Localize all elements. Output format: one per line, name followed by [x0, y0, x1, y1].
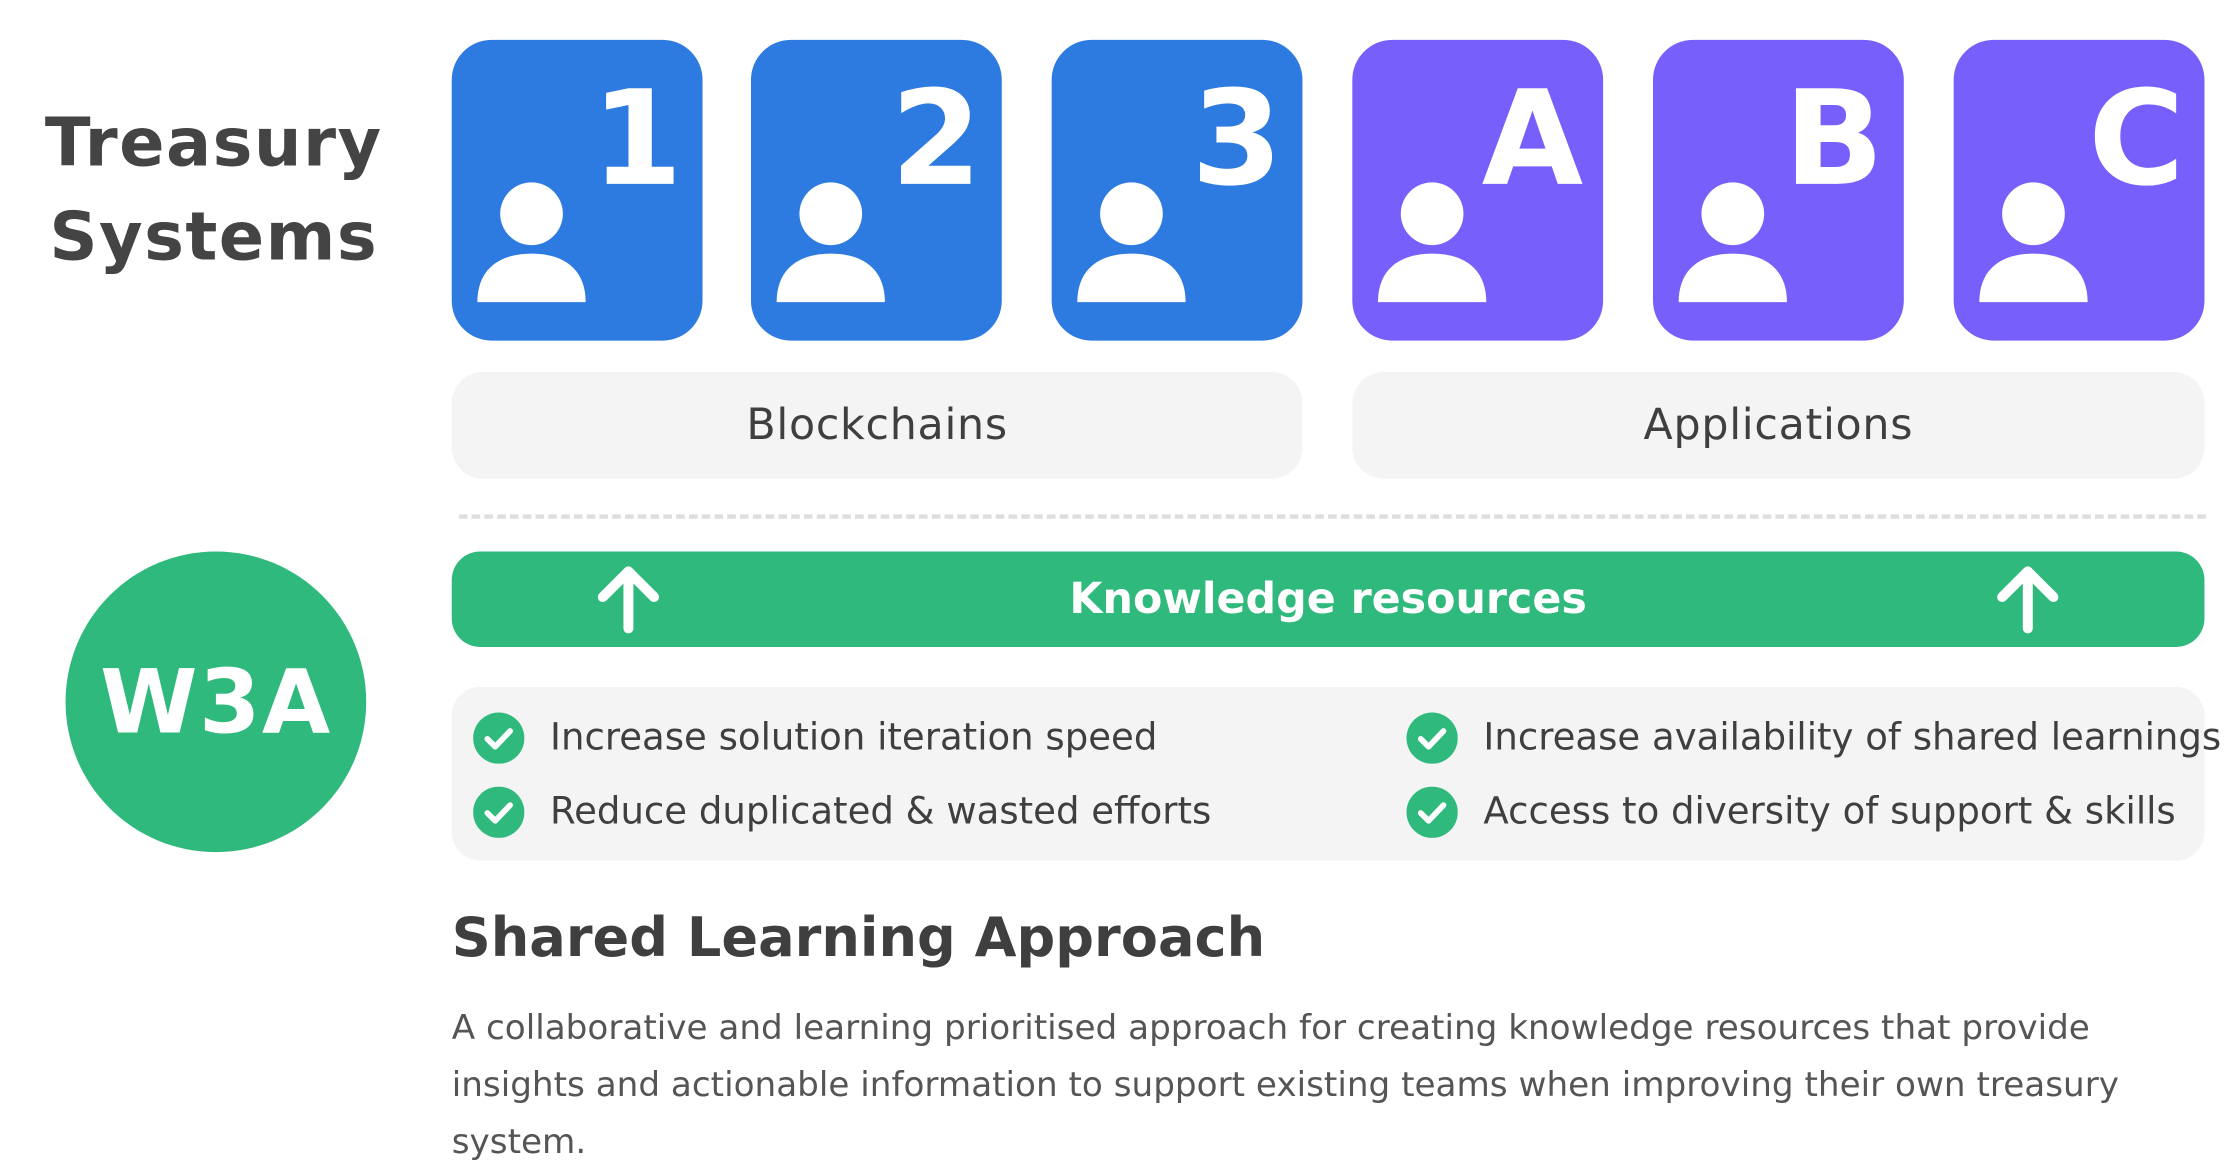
application-card-b: B: [1653, 39, 1904, 341]
check-circle-icon: [1406, 712, 1458, 764]
check-circle-icon: [473, 712, 525, 764]
card-mark: A: [1481, 62, 1584, 216]
card-mark: 3: [1191, 62, 1283, 216]
user-icon: [776, 182, 885, 303]
benefit-item: Reduce duplicated & wasted efforts: [473, 784, 1211, 841]
divider: [458, 514, 2206, 519]
benefit-text: Reduce duplicated & wasted efforts: [550, 790, 1212, 834]
application-card-c: C: [1953, 39, 2205, 341]
arrow-up-icon: [597, 566, 660, 634]
benefits-panel: Increase solution iteration speed Reduce…: [451, 686, 2221, 861]
benefit-item: Increase solution iteration speed: [473, 710, 1157, 767]
card-mark: 2: [890, 62, 982, 216]
benefit-item: Increase availability of shared learning…: [1406, 710, 2221, 767]
user-icon: [1979, 182, 2088, 303]
application-card-a: A: [1352, 39, 1604, 341]
group-label-blockchains: Blockchains: [451, 371, 1303, 479]
group-label-applications: Applications: [1352, 371, 2205, 479]
check-circle-icon: [473, 786, 525, 838]
user-icon: [477, 182, 586, 303]
benefit-text: Access to diversity of support & skills: [1483, 790, 2176, 834]
section-title-treasury-systems: Treasury Systems: [44, 104, 383, 277]
knowledge-resources-label: Knowledge resources: [1069, 574, 1587, 625]
benefit-text: Increase solution iteration speed: [550, 716, 1158, 760]
benefit-item: Access to diversity of support & skills: [1406, 784, 2176, 841]
blockchain-card-3: 3: [1051, 39, 1303, 341]
user-icon: [1377, 182, 1487, 303]
benefit-text: Increase availability of shared learning…: [1483, 716, 2222, 760]
user-icon: [1678, 182, 1787, 303]
blockchain-card-2: 2: [750, 39, 1002, 341]
arrow-up-icon: [1997, 566, 2059, 634]
check-circle-icon: [1406, 786, 1458, 838]
user-icon: [1077, 182, 1186, 303]
blockchain-card-1: 1: [451, 39, 703, 341]
card-mark: C: [2088, 62, 2185, 216]
approach-heading: Shared Learning Approach: [451, 906, 1266, 969]
card-mark: 1: [591, 62, 683, 216]
card-mark: B: [1783, 62, 1884, 216]
knowledge-resources-bar: Knowledge resources: [451, 551, 2205, 647]
w3a-badge: W3A: [65, 551, 367, 853]
approach-description: A collaborative and learning prioritised…: [451, 1007, 2119, 1162]
